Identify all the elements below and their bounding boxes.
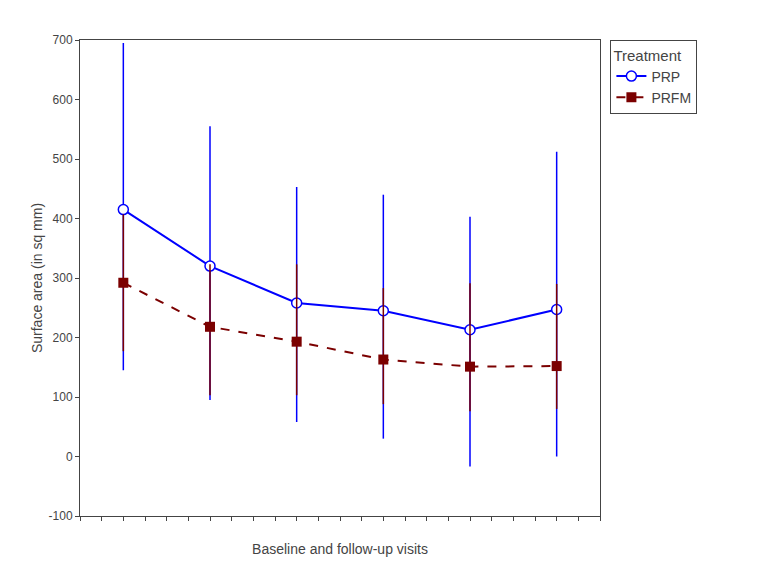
svg-text:PRP: PRP: [651, 69, 680, 85]
svg-text:100: 100: [53, 390, 73, 404]
svg-text:Surface area (in sq mm): Surface area (in sq mm): [29, 203, 45, 353]
svg-text:Baseline and follow-up visits: Baseline and follow-up visits: [252, 541, 428, 557]
svg-text:400: 400: [53, 212, 73, 226]
svg-text:200: 200: [53, 331, 73, 345]
svg-text:PRFM: PRFM: [651, 90, 691, 106]
svg-text:Treatment: Treatment: [613, 47, 682, 64]
svg-text:500: 500: [53, 152, 73, 166]
svg-text:300: 300: [53, 271, 73, 285]
svg-text:700: 700: [53, 33, 73, 47]
svg-text:-100: -100: [49, 509, 73, 523]
svg-text:0: 0: [66, 450, 73, 464]
svg-text:600: 600: [53, 93, 73, 107]
